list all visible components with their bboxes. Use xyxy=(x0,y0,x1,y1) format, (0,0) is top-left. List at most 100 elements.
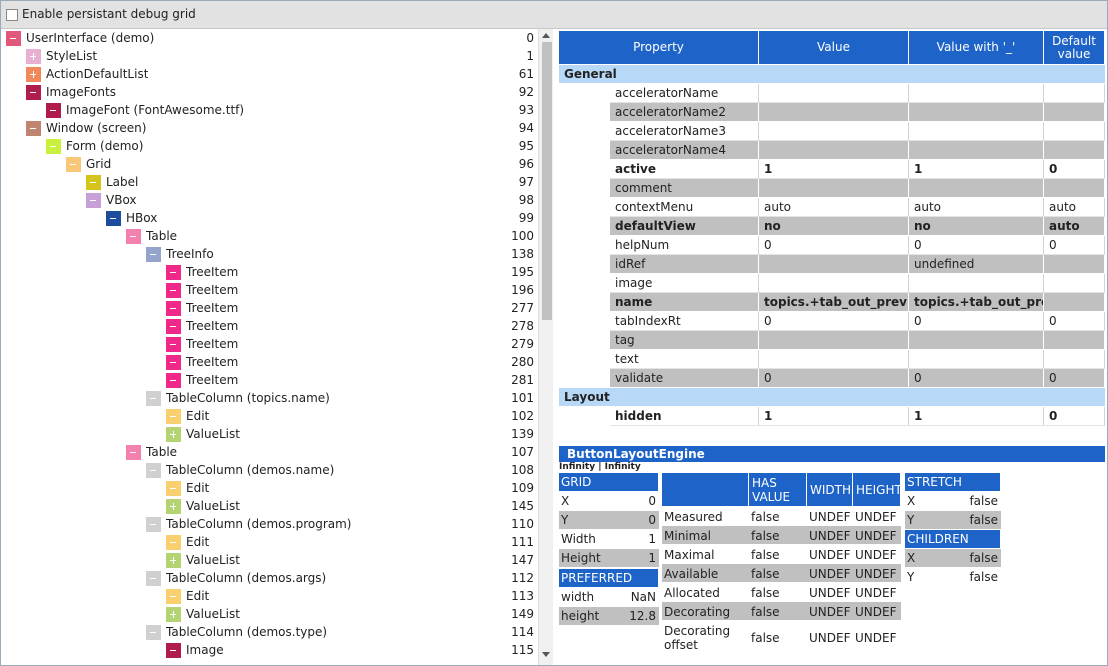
checkbox-label[interactable]: Enable persistant debug grid xyxy=(22,7,196,21)
measures-header[interactable]: WIDTH xyxy=(807,473,853,507)
expand-icon[interactable] xyxy=(146,517,161,532)
node-id: 95 xyxy=(518,139,534,153)
scroll-thumb[interactable] xyxy=(542,42,552,320)
scrollbar[interactable] xyxy=(538,29,553,665)
property-cell: 0 xyxy=(759,236,909,255)
tree-row[interactable]: ValueList 147 xyxy=(1,551,538,569)
tree-row[interactable]: TableColumn (demos.program) 110 xyxy=(1,515,538,533)
node-id: 108 xyxy=(511,463,534,477)
expand-icon[interactable] xyxy=(166,409,181,424)
expand-icon[interactable] xyxy=(146,571,161,586)
tree-row[interactable]: TreeItem 278 xyxy=(1,317,538,335)
tree-row[interactable]: TreeItem 277 xyxy=(1,299,538,317)
tree-row[interactable]: TableColumn (topics.name) 101 xyxy=(1,389,538,407)
tree-row[interactable]: ValueList 145 xyxy=(1,497,538,515)
expand-icon[interactable] xyxy=(146,247,161,262)
tree-row[interactable]: TreeItem 195 xyxy=(1,263,538,281)
tree-row[interactable]: StyleList 1 xyxy=(1,47,538,65)
node-id: 98 xyxy=(518,193,534,207)
tree-row[interactable]: ImageFonts 92 xyxy=(1,83,538,101)
tree-row[interactable]: Label 97 xyxy=(1,173,538,191)
tree-row[interactable]: Edit 109 xyxy=(1,479,538,497)
tree-row[interactable]: TableColumn (demos.type) 114 xyxy=(1,623,538,641)
expand-icon[interactable] xyxy=(166,265,181,280)
expand-icon[interactable] xyxy=(26,67,41,82)
measures-header[interactable]: HAS VALUE xyxy=(749,473,807,507)
icon-minus xyxy=(170,596,176,597)
tree-row[interactable]: Edit 113 xyxy=(1,587,538,605)
scroll-down[interactable] xyxy=(542,652,550,657)
expand-icon[interactable] xyxy=(166,355,181,370)
tree-row[interactable]: TableColumn (demos.name) 108 xyxy=(1,461,538,479)
expand-icon[interactable] xyxy=(86,175,101,190)
row-indent xyxy=(559,350,610,369)
expand-icon[interactable] xyxy=(26,121,41,136)
expand-icon[interactable] xyxy=(86,193,101,208)
expand-icon[interactable] xyxy=(166,319,181,334)
tree-row[interactable]: Table 100 xyxy=(1,227,538,245)
tree-row[interactable]: TreeItem 279 xyxy=(1,335,538,353)
column-header[interactable]: Default value xyxy=(1044,31,1105,65)
checkbox[interactable] xyxy=(6,9,18,21)
tree-row[interactable]: UserInterface (demo) 0 xyxy=(1,29,538,47)
column-header[interactable]: Value xyxy=(759,31,909,65)
expand-icon[interactable] xyxy=(166,427,181,442)
expand-icon[interactable] xyxy=(46,103,61,118)
block-key: Height xyxy=(561,551,601,565)
tree-row[interactable]: ValueList 139 xyxy=(1,425,538,443)
tree-row[interactable]: Image 115 xyxy=(1,641,538,659)
tree-row[interactable]: HBox 99 xyxy=(1,209,538,227)
expand-icon[interactable] xyxy=(46,139,61,154)
tree-row[interactable]: TableColumn (demos.args) 112 xyxy=(1,569,538,587)
expand-icon[interactable] xyxy=(166,373,181,388)
scroll-up[interactable] xyxy=(542,33,550,38)
tree-row[interactable]: Form (demo) 95 xyxy=(1,137,538,155)
tree-row[interactable]: Edit 111 xyxy=(1,533,538,551)
row-indent xyxy=(559,312,610,331)
tree-row[interactable]: Edit 102 xyxy=(1,407,538,425)
node-id: 277 xyxy=(511,301,534,315)
expand-icon[interactable] xyxy=(26,85,41,100)
tree-row[interactable]: Window (screen) 94 xyxy=(1,119,538,137)
tree-row[interactable]: TreeItem 196 xyxy=(1,281,538,299)
expand-icon[interactable] xyxy=(66,157,81,172)
expand-icon[interactable] xyxy=(146,391,161,406)
column-header[interactable]: Property xyxy=(559,31,759,65)
expand-icon[interactable] xyxy=(166,499,181,514)
node-id: 114 xyxy=(511,625,534,639)
tree-row[interactable]: TreeItem 281 xyxy=(1,371,538,389)
row-indent xyxy=(559,84,610,103)
expand-icon[interactable] xyxy=(166,553,181,568)
measures-header[interactable]: HEIGHT xyxy=(853,473,901,507)
tree-row[interactable]: TreeItem 280 xyxy=(1,353,538,371)
expand-icon[interactable] xyxy=(146,625,161,640)
expand-icon[interactable] xyxy=(166,481,181,496)
tree-row[interactable]: VBox 98 xyxy=(1,191,538,209)
expand-icon[interactable] xyxy=(106,211,121,226)
tree-row[interactable]: TreeInfo 138 xyxy=(1,245,538,263)
expand-icon[interactable] xyxy=(166,301,181,316)
tree-row[interactable]: Table 107 xyxy=(1,443,538,461)
toolbar: Enable persistant debug grid xyxy=(1,1,1107,29)
tree-row[interactable]: ImageFont (FontAwesome.ttf) 93 xyxy=(1,101,538,119)
expand-icon[interactable] xyxy=(126,229,141,244)
expand-icon[interactable] xyxy=(126,445,141,460)
expand-icon[interactable] xyxy=(166,643,181,658)
expand-icon[interactable] xyxy=(166,607,181,622)
tree-row[interactable]: Grid 96 xyxy=(1,155,538,173)
column-header[interactable]: Value with '_' xyxy=(909,31,1044,65)
expand-icon[interactable] xyxy=(6,31,21,46)
expand-icon[interactable] xyxy=(166,283,181,298)
node-label: Image xyxy=(186,643,224,657)
property-cell: 1 xyxy=(909,160,1044,179)
expand-icon[interactable] xyxy=(146,463,161,478)
block-row xyxy=(559,511,659,530)
measures-header-text: HAS VALUE xyxy=(752,475,791,504)
expand-icon[interactable] xyxy=(166,589,181,604)
expand-icon[interactable] xyxy=(166,337,181,352)
tree-row[interactable]: ValueList 149 xyxy=(1,605,538,623)
expand-icon[interactable] xyxy=(166,535,181,550)
block-key: Width xyxy=(561,532,596,546)
expand-icon[interactable] xyxy=(26,49,41,64)
tree-row[interactable]: ActionDefaultList 61 xyxy=(1,65,538,83)
